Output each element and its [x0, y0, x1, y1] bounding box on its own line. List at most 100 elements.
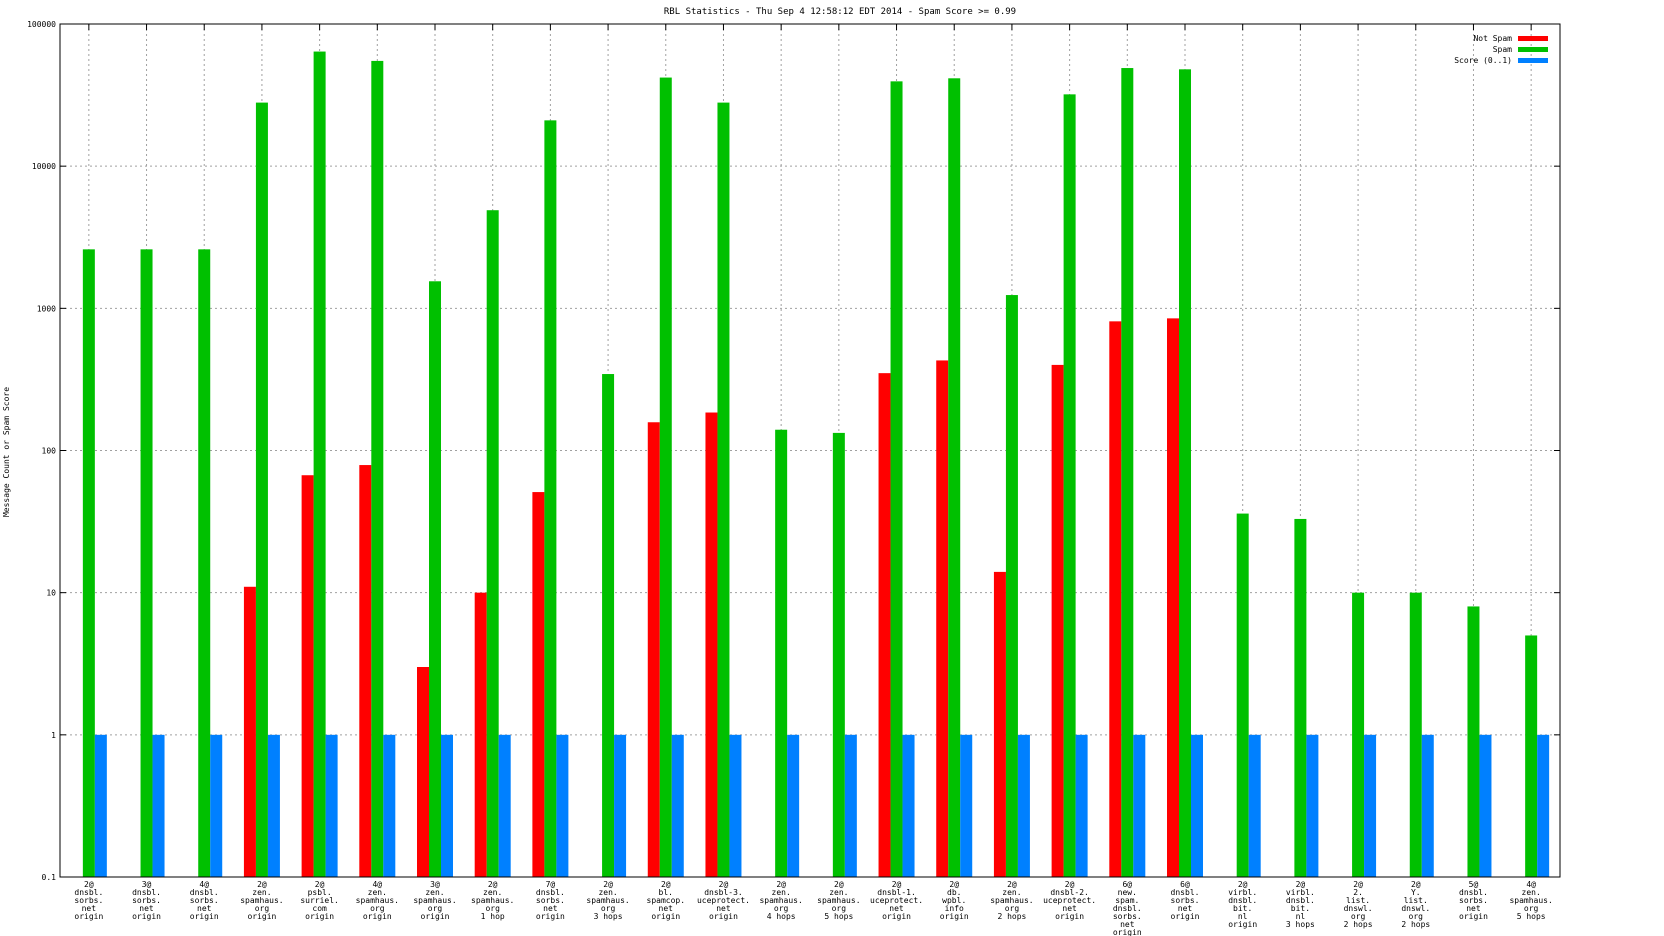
- legend-swatch: [1518, 58, 1548, 63]
- x-tick-label-line: zen.: [368, 888, 387, 897]
- bar-spam: [775, 429, 788, 877]
- x-tick-label: 6@ new. spam. dnsbl. sorbs. net origin: [1113, 880, 1142, 936]
- x-tick-label-line: virbl.: [1286, 888, 1315, 897]
- x-tick-label-line: spamhaus.: [356, 896, 399, 905]
- bar-score: [1017, 734, 1030, 877]
- bar-not-spam: [936, 360, 949, 877]
- x-tick-label-line: nl: [1238, 912, 1248, 921]
- x-tick-label-line: dnsbl.: [74, 888, 103, 897]
- x-tick-label-line: sorbs.: [132, 896, 161, 905]
- x-tick-label-line: net: [1178, 904, 1193, 913]
- bar-score: [1191, 734, 1203, 877]
- x-tick-label-line: dnsbl-1.: [877, 888, 916, 897]
- bar-score: [94, 734, 107, 877]
- x-tick-label-line: list.: [1404, 896, 1428, 905]
- x-tick-label-line: virbl.: [1228, 888, 1257, 897]
- x-tick-label-line: origin: [1113, 928, 1142, 936]
- bar-spam: [1179, 69, 1191, 877]
- x-tick-label-line: bl.: [659, 888, 673, 897]
- x-tick-label: 2@ dnsbl-1. uceprotect. net origin: [870, 880, 923, 921]
- x-tick-label-line: 3@: [430, 880, 440, 889]
- x-tick-label-line: origin: [247, 912, 276, 921]
- x-tick-label: 2@ virbl. dnsbl. bit. nl 3 hops: [1286, 880, 1315, 929]
- legend-label: Spam: [1493, 45, 1512, 54]
- bar-score: [671, 734, 684, 877]
- x-tick-label-line: origin: [536, 912, 565, 921]
- x-tick-label-line: net: [716, 904, 731, 913]
- y-tick-label: 0.1: [42, 873, 57, 882]
- x-tick-label-line: dnsbl.: [1228, 896, 1257, 905]
- x-tick-label-line: 2@: [1065, 880, 1075, 889]
- bar-not-spam: [705, 412, 718, 877]
- x-tick-label-line: origin: [882, 912, 911, 921]
- x-tick-label-line: origin: [940, 912, 969, 921]
- bar-score: [1306, 734, 1319, 877]
- x-tick-label-line: org: [1409, 912, 1424, 921]
- x-tick-label-line: 2@: [488, 880, 498, 889]
- bar-score: [383, 734, 396, 877]
- x-tick-label-line: org: [774, 904, 789, 913]
- y-axis-label: Message Count or Spam Score: [2, 387, 11, 517]
- x-tick-label-line: dnswl.: [1401, 904, 1430, 913]
- x-tick-label-line: bit.: [1233, 904, 1252, 913]
- x-tick-label: 2@ zen. spamhaus. org 5 hops: [817, 880, 860, 921]
- x-tick-label-line: spamhaus.: [990, 896, 1033, 905]
- x-tick-label-line: sorbs.: [190, 896, 219, 905]
- x-tick-label-line: net: [659, 904, 674, 913]
- bar-spam: [602, 374, 615, 877]
- bar-spam: [82, 249, 95, 877]
- bar-score: [1133, 734, 1146, 877]
- x-tick-label: 4@ zen. spamhaus. org origin: [356, 880, 399, 921]
- x-tick-label-line: dnswl.: [1344, 904, 1373, 913]
- bar-score: [498, 734, 511, 877]
- x-tick-label-line: 7@: [546, 880, 556, 889]
- bar-not-spam: [878, 373, 891, 877]
- x-tick-label-line: spamhaus.: [759, 896, 802, 905]
- x-tick-label-line: origin: [421, 912, 450, 921]
- bar-spam: [832, 432, 845, 877]
- x-tick-label-line: 4 hops: [767, 912, 796, 921]
- x-tick-label-line: origin: [190, 912, 219, 921]
- legend-swatch: [1518, 36, 1548, 41]
- bar-spam: [1005, 295, 1018, 877]
- x-tick-label: 2@ zen. spamhaus. org origin: [240, 880, 283, 921]
- y-tick-label: 1: [51, 731, 56, 740]
- x-tick-label-line: net: [543, 904, 558, 913]
- bar-spam: [1467, 606, 1480, 877]
- x-tick-label-line: 6@: [1122, 880, 1132, 889]
- x-tick-label-line: org: [1005, 904, 1020, 913]
- bar-not-spam: [647, 422, 660, 877]
- x-tick-label-line: zen.: [483, 888, 502, 897]
- x-tick-label-line: nl: [1296, 912, 1306, 921]
- bar-spam: [198, 249, 211, 877]
- bar-not-spam: [417, 667, 429, 877]
- bar-score: [325, 734, 338, 877]
- x-tick-label-line: sorbs.: [74, 896, 103, 905]
- bar-not-spam: [474, 592, 487, 877]
- x-tick-label-line: org: [255, 904, 270, 913]
- bar-score: [1479, 734, 1492, 877]
- x-tick-label-line: dnsbl.: [1459, 888, 1488, 897]
- x-tick-label-line: origin: [651, 912, 680, 921]
- y-tick-label: 1000: [37, 304, 56, 313]
- x-tick-label-line: dnsbl.: [132, 888, 161, 897]
- bar-not-spam: [359, 465, 372, 877]
- bar-score: [1537, 734, 1550, 877]
- x-tick-label-line: uceprotect.: [697, 896, 750, 905]
- bar-not-spam: [993, 571, 1006, 877]
- x-tick-label-line: sorbs.: [1113, 912, 1142, 921]
- x-tick-label-line: 4@: [1526, 880, 1536, 889]
- x-tick-label-line: net: [1120, 920, 1135, 929]
- bar-score: [210, 734, 223, 877]
- x-tick-label: 2@ dnsbl-3. uceprotect. net origin: [697, 880, 750, 921]
- x-tick-label-line: dnsbl.: [190, 888, 219, 897]
- x-tick-label-line: net: [139, 904, 154, 913]
- x-tick-label-line: dnsbl.: [536, 888, 565, 897]
- x-tick-label-line: 2 hops: [997, 912, 1026, 921]
- bar-score: [902, 734, 915, 877]
- bar-spam: [429, 281, 441, 877]
- x-tick-label-line: 6@: [1180, 880, 1190, 889]
- x-tick-label-line: 3 hops: [1286, 920, 1315, 929]
